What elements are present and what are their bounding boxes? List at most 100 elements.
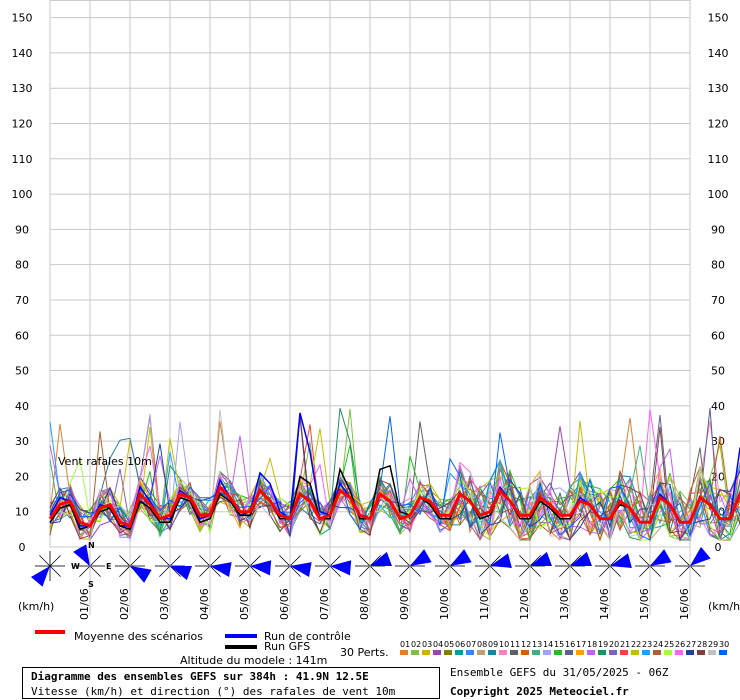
pert-number: 28 xyxy=(697,640,708,649)
pert-number: 25 xyxy=(664,640,675,649)
gfs-line xyxy=(49,464,641,531)
rose-spoke xyxy=(489,565,501,577)
pert-number: 09 xyxy=(488,640,499,649)
rose-spoke xyxy=(239,555,251,567)
y-tick-label-left: 40 xyxy=(15,400,29,413)
pert-swatch xyxy=(719,650,727,655)
member-line xyxy=(49,414,740,542)
pert-swatch xyxy=(565,650,573,655)
chart-title: Diagramme des ensembles GEFS sur 384h : … xyxy=(31,670,369,683)
pert-number: 06 xyxy=(455,640,466,649)
pert-number: 07 xyxy=(466,640,477,649)
y-tick-label-left: 90 xyxy=(15,223,29,236)
rose-spoke xyxy=(119,555,131,567)
date-label: 01/06 xyxy=(78,588,91,620)
direction-wedge xyxy=(450,549,472,566)
pert-number: 21 xyxy=(620,640,631,649)
compass-s: S xyxy=(88,580,94,589)
y-tick-label-left: 80 xyxy=(15,259,29,272)
pert-swatch xyxy=(422,650,430,655)
pert-number: 14 xyxy=(543,640,554,649)
gfs-series xyxy=(49,464,641,531)
rose-spoke xyxy=(329,565,341,577)
rose-spoke xyxy=(439,555,451,567)
date-label: 07/06 xyxy=(318,588,331,620)
y-tick-label-right: 140 xyxy=(708,47,729,60)
pert-number: 08 xyxy=(477,640,488,649)
pert-number: 23 xyxy=(642,640,653,649)
rose-spoke xyxy=(359,565,371,577)
y-tick-label-right: 50 xyxy=(711,365,725,378)
direction-wedge xyxy=(370,551,392,567)
gfs-legend-swatch xyxy=(225,645,257,649)
rose-spoke xyxy=(449,565,461,577)
rose-spoke xyxy=(319,565,331,577)
unit-label-right: (km/h) xyxy=(708,600,740,613)
pert-swatch xyxy=(466,650,474,655)
pert-number: 11 xyxy=(510,640,521,649)
y-tick-label-right: 110 xyxy=(708,153,729,166)
date-label: 15/06 xyxy=(638,588,651,620)
rose-spoke xyxy=(569,555,581,567)
direction-wedge xyxy=(650,549,672,566)
rose-spoke xyxy=(599,565,611,577)
pert-number: 15 xyxy=(554,640,565,649)
direction-wedge xyxy=(530,551,552,567)
y-tick-label-left: 50 xyxy=(15,365,29,378)
pert-number: 22 xyxy=(631,640,642,649)
pert-swatch xyxy=(532,650,540,655)
member-line xyxy=(49,409,740,541)
rose-spoke xyxy=(129,555,141,567)
altitude-label: Altitude du modele : 141m xyxy=(180,654,328,667)
pert-swatch xyxy=(554,650,562,655)
direction-wedge xyxy=(410,549,432,566)
y-tick-label-right: 0 xyxy=(715,541,722,554)
pert-swatch xyxy=(455,650,463,655)
rose-spoke xyxy=(329,555,341,567)
pert-swatch xyxy=(620,650,628,655)
date-label: 09/06 xyxy=(398,588,411,620)
rose-spoke xyxy=(209,555,221,567)
rose-spoke xyxy=(439,565,451,577)
y-tick-label-left: 120 xyxy=(12,118,33,131)
y-tick-label-right: 80 xyxy=(711,259,725,272)
pert-swatch xyxy=(499,650,507,655)
rose-spoke xyxy=(279,565,291,577)
rose-spoke xyxy=(369,565,381,577)
pert-swatch xyxy=(510,650,518,655)
pert-swatch xyxy=(675,650,683,655)
pert-swatch xyxy=(653,650,661,655)
rose-spoke xyxy=(639,555,651,567)
rose-spoke xyxy=(609,565,621,577)
direction-wedge xyxy=(570,551,592,567)
rose-spoke xyxy=(479,555,491,567)
y-tick-label-left: 150 xyxy=(12,12,33,25)
direction-wedge xyxy=(73,544,90,566)
direction-wedge xyxy=(30,566,50,587)
rose-spoke xyxy=(89,555,101,567)
date-label: 04/06 xyxy=(198,588,211,620)
rose-spoke xyxy=(289,555,301,567)
rose-spoke xyxy=(679,555,691,567)
pert-number: 10 xyxy=(499,640,510,649)
pert-number: 01 xyxy=(400,640,411,649)
direction-wedge xyxy=(610,553,632,568)
pert-number: 13 xyxy=(532,640,543,649)
pert-swatch xyxy=(444,650,452,655)
mean-legend-label: Moyenne des scénarios xyxy=(74,630,203,643)
date-label: 10/06 xyxy=(438,588,451,620)
compass-w: W xyxy=(71,562,80,571)
rose-spoke xyxy=(569,565,581,577)
pert-number: 17 xyxy=(576,640,587,649)
pert-number: 04 xyxy=(433,640,444,649)
direction-wedge xyxy=(130,566,152,583)
mean-legend-swatch xyxy=(35,630,65,634)
pert-swatch xyxy=(433,650,441,655)
y-tick-label-left: 20 xyxy=(15,470,29,483)
rose-spoke xyxy=(169,555,181,567)
copyright: Copyright 2025 Meteociel.fr xyxy=(450,685,629,698)
rose-spoke xyxy=(359,555,371,567)
pert-swatch xyxy=(576,650,584,655)
